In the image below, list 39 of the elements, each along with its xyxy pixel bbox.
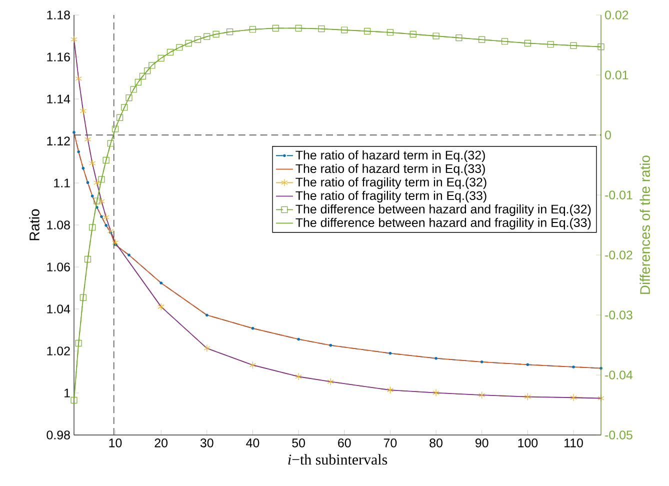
y-tick-label: 1: [64, 388, 70, 398]
x-axis-title: i−th subintervals: [288, 454, 388, 465]
legend-label: The ratio of hazard term in Eq.(33): [296, 164, 485, 176]
y-tick-label: 1.06: [47, 262, 70, 272]
y2-tick-label: 0.01: [605, 70, 628, 80]
x-tick-label: 30: [200, 438, 214, 448]
y-tick-label: 1.1: [54, 178, 70, 188]
y2-tick-label: -0.02: [605, 250, 632, 260]
x-tick-label: 60: [338, 438, 351, 448]
y-tick-label: 1.18: [47, 10, 70, 20]
y2-tick-label: 0: [605, 130, 611, 140]
y2-tick-label: -0.01: [605, 190, 632, 200]
x-tick-label: 40: [246, 438, 260, 448]
legend-label: The ratio of hazard term in Eq.(32): [296, 150, 485, 162]
y-tick-label: 1.14: [47, 94, 70, 104]
y2-tick-label: -0.03: [605, 310, 632, 320]
x-tick-label: 110: [564, 438, 583, 448]
legend-label: The ratio of fragility term in Eq.(33): [296, 190, 486, 202]
x-tick-label: 10: [109, 438, 122, 448]
y-tick-label: 1.08: [47, 220, 70, 230]
y-tick-label: 0.98: [46, 430, 70, 440]
x-tick-label: 100: [518, 438, 538, 448]
y2-tick-label: 0.02: [605, 10, 628, 20]
legend-label: The ratio of fragility term in Eq.(32): [296, 177, 486, 189]
y2-axis-title: Differences of the ratio: [640, 156, 650, 294]
legend-label: The difference between hazard and fragility in Eq.(33): [296, 218, 591, 230]
y-tick-label: 1.16: [47, 52, 70, 62]
y-tick-label: 1.02: [47, 346, 70, 356]
x-tick-label: 50: [292, 438, 305, 448]
x-tick-label: 90: [476, 438, 488, 448]
y-axis-title: Ratio: [29, 209, 40, 240]
x-tick-label: 70: [384, 438, 397, 448]
x-tick-label: 80: [430, 438, 442, 448]
x-tick-label: 20: [154, 438, 168, 448]
y2-tick-label: -0.04: [605, 370, 633, 380]
y-tick-label: 1.12: [47, 136, 70, 146]
y-tick-label: 1.04: [47, 304, 70, 314]
legend-label: The difference between hazard and fragility in Eq.(32): [296, 204, 591, 216]
y2-tick-label: -0.05: [605, 430, 632, 440]
